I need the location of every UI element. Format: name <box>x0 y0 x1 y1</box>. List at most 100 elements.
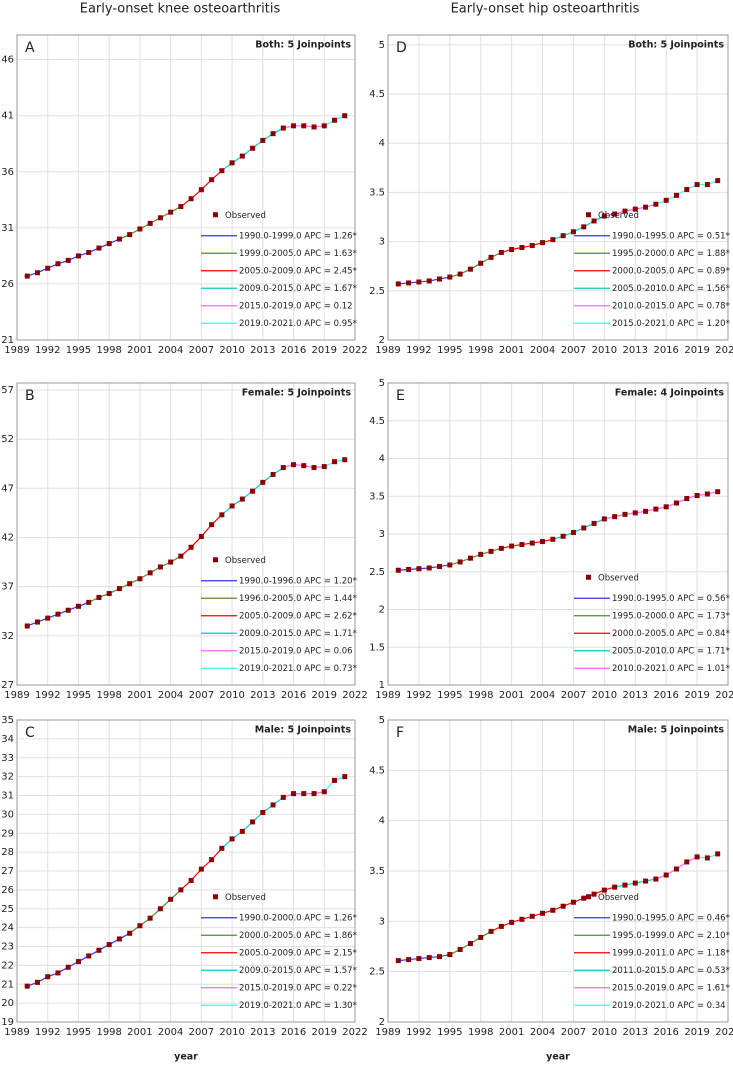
x-tick-label: 2010 <box>219 1027 244 1038</box>
x-tick-label: 2010 <box>219 690 244 701</box>
y-tick-label: 42 <box>1 532 14 543</box>
y-tick-label: 4.5 <box>369 89 385 100</box>
x-tick-label: 2001 <box>127 345 152 356</box>
observed-point <box>96 245 102 251</box>
legend-label: 2015.0-2019.0 APC = 0.06 <box>239 646 353 656</box>
legend-label: 2015.0-2019.0 APC = 0.12 <box>239 301 353 311</box>
y-tick-label: 37 <box>1 582 14 593</box>
observed-point <box>86 599 92 605</box>
legend-label: Observed <box>225 556 266 566</box>
observed-point <box>529 243 535 249</box>
observed-point <box>75 959 81 965</box>
legend-label: 2005.0-2010.0 APC = 1.56* <box>612 284 730 294</box>
observed-point <box>239 153 245 159</box>
legend-label: 2011.0-2015.0 APC = 0.53* <box>612 966 730 976</box>
x-tick-label: 2016 <box>653 345 678 356</box>
x-tick-label: 2001 <box>499 1027 524 1038</box>
x-tick-label: 2016 <box>281 1027 306 1038</box>
legend-label: 2019.0-2021.0 APC = 0.95* <box>239 319 357 329</box>
observed-point <box>529 540 535 546</box>
observed-point <box>280 125 286 131</box>
y-tick-label: 34 <box>1 734 14 745</box>
observed-point <box>168 559 174 565</box>
observed-point <box>684 496 690 502</box>
observed-point <box>529 913 535 919</box>
legend-label: Observed <box>598 211 639 221</box>
observed-point <box>45 265 51 271</box>
legend-label: 2009.0-2015.0 APC = 1.71* <box>239 629 357 639</box>
legend-label: 1990.0-1995.0 APC = 0.56* <box>612 594 730 604</box>
observed-point <box>632 880 638 886</box>
observed-point <box>684 859 690 865</box>
observed-point <box>509 543 515 549</box>
legend-label: 1995.0-2000.0 APC = 1.73* <box>612 611 730 621</box>
x-tick-label: 2013 <box>623 1027 648 1038</box>
fitted-segment <box>398 564 450 571</box>
observed-point <box>673 866 679 872</box>
y-tick-label: 3 <box>379 916 385 927</box>
observed-point <box>219 845 225 851</box>
x-tick-label: 2016 <box>653 690 678 701</box>
x-tick-label: 1995 <box>66 690 91 701</box>
y-tick-label: 52 <box>1 434 14 445</box>
observed-point <box>178 887 184 893</box>
panel-letter: E <box>396 388 405 404</box>
y-tick-label: 2 <box>379 1017 385 1028</box>
observed-point <box>250 488 256 494</box>
observed-point <box>694 492 700 498</box>
plot-frame <box>16 719 356 1023</box>
observed-point <box>342 774 348 780</box>
x-tick-label: 2016 <box>281 690 306 701</box>
y-tick-label: 36 <box>1 167 14 178</box>
observed-point <box>127 232 133 238</box>
x-tick-label: 2013 <box>623 345 648 356</box>
column-heading: Early-onset knee osteoarthritis <box>80 2 281 17</box>
legend-label: 1990.0-2000.0 APC = 1.26* <box>239 913 357 923</box>
legend-marker <box>213 212 218 218</box>
x-tick-label: 1998 <box>96 1027 121 1038</box>
observed-point <box>86 953 92 959</box>
y-tick-label: 29 <box>1 828 14 839</box>
observed-point <box>498 923 504 929</box>
observed-point <box>560 903 566 909</box>
legend-label: Observed <box>598 573 639 583</box>
observed-point <box>45 615 51 621</box>
legend-label: Observed <box>598 893 639 903</box>
y-tick-label: 3 <box>379 237 385 248</box>
y-tick-label: 4 <box>379 454 385 465</box>
panel-letter: F <box>396 725 404 741</box>
x-tick-label: 1995 <box>437 345 462 356</box>
observed-point <box>550 237 556 243</box>
observed-point <box>437 563 443 569</box>
panel: 27 32 37 42 47 52 57 1989 1992 1995 1998 2001 2004 20… <box>1 382 368 701</box>
observed-point <box>591 520 597 526</box>
fitted-segment <box>129 889 182 934</box>
legend-label: 2019.0-2021.0 APC = 1.30* <box>239 1001 357 1011</box>
x-tick-label: 1992 <box>35 1027 60 1038</box>
observed-point <box>622 511 628 517</box>
x-tick-label: 2001 <box>127 690 152 701</box>
x-tick-label: 2007 <box>561 1027 586 1038</box>
x-tick-label: 1992 <box>35 345 60 356</box>
observed-point <box>65 257 71 263</box>
observed-point <box>250 819 256 825</box>
fitted-segment <box>398 276 450 285</box>
observed-point <box>239 496 245 502</box>
x-tick-label: 2004 <box>530 1027 555 1038</box>
observed-point <box>75 253 81 259</box>
observed-point <box>704 491 710 497</box>
x-tick-label: 2010 <box>592 1027 617 1038</box>
x-tick-label: 2004 <box>158 345 183 356</box>
x-tick-label: 2004 <box>530 690 555 701</box>
plot-frame <box>387 719 729 1023</box>
observed-point <box>478 934 484 940</box>
legend-label: 2000.0-2005.0 APC = 0.84* <box>612 629 730 639</box>
legend-label: Observed <box>225 893 266 903</box>
observed-point <box>65 964 71 970</box>
observed-point <box>106 591 112 597</box>
y-tick-label: 2.5 <box>369 967 385 978</box>
observed-point <box>188 544 194 550</box>
observed-point <box>406 566 412 572</box>
x-tick-label: 2010 <box>592 690 617 701</box>
observed-point <box>86 250 92 256</box>
